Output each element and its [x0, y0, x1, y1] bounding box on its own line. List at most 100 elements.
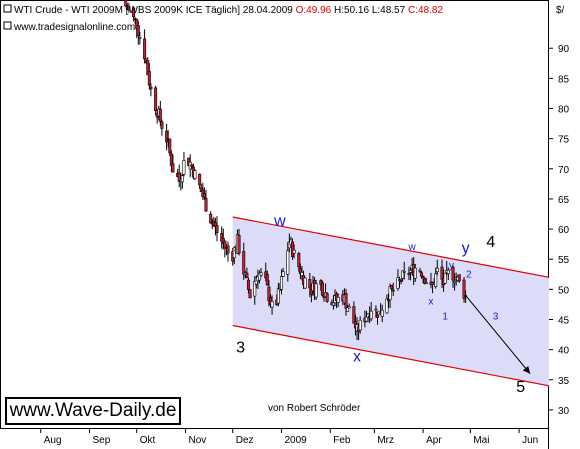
candle — [180, 174, 184, 189]
x-tick-label: Dez — [236, 435, 254, 446]
candle-body — [276, 288, 280, 304]
candle — [325, 292, 329, 303]
candle-body — [435, 267, 439, 273]
author-credit: von Robert Schröder — [268, 403, 361, 414]
candle — [198, 173, 202, 189]
projection-arrowhead — [522, 365, 531, 374]
candle-body — [147, 71, 151, 86]
candle-body — [154, 87, 158, 112]
candle-body — [138, 37, 142, 39]
candle-body — [246, 279, 250, 290]
candle-body — [292, 249, 296, 254]
candle — [346, 304, 350, 312]
candle — [303, 277, 307, 289]
candle-body — [453, 280, 457, 284]
candle — [413, 263, 417, 282]
candle — [193, 169, 197, 181]
candle — [147, 62, 151, 90]
candle — [132, 7, 136, 22]
candle-body — [204, 198, 208, 212]
candle-body — [160, 121, 164, 129]
candle-body — [165, 130, 169, 143]
candle-body — [132, 7, 136, 17]
header-open: O:49.96 — [296, 5, 332, 16]
candle — [127, 2, 131, 13]
candle-body — [209, 213, 213, 224]
header-line: WTI Crude - WTI 2009M [WBS 2009K ICE Täg… — [14, 5, 443, 16]
candle-body — [245, 272, 249, 278]
candle-body — [171, 163, 175, 173]
candle — [209, 211, 213, 224]
header-date: 28.04.2009 — [243, 5, 293, 16]
candle-body — [421, 276, 425, 278]
candle — [245, 267, 249, 279]
wave-label: 1 — [442, 311, 448, 322]
candle — [347, 303, 351, 309]
candle — [242, 242, 246, 280]
channel-fill — [232, 217, 549, 386]
candle — [297, 251, 301, 272]
candle-body — [202, 193, 206, 198]
source-url: www.tradesignalonline.com — [13, 22, 135, 33]
candle — [226, 241, 230, 262]
x-tick-label: Mrz — [377, 435, 394, 446]
channel-lower-line — [232, 324, 550, 387]
candle-body — [380, 309, 384, 317]
candle — [308, 272, 312, 298]
candle-body — [369, 310, 373, 320]
candle-body — [407, 273, 411, 276]
candle-body — [446, 269, 450, 274]
candle — [248, 289, 252, 299]
x-tick-label: Apr — [426, 435, 442, 446]
wave-label: x — [353, 349, 361, 366]
candle — [420, 271, 424, 280]
candle-body — [215, 225, 219, 233]
candle-body — [344, 292, 348, 309]
candle — [402, 261, 406, 280]
wave-label: 5 — [516, 379, 525, 396]
candle — [138, 32, 142, 45]
candle-body — [281, 271, 285, 277]
candle-body — [279, 276, 283, 290]
y-tick-label: 70 — [558, 165, 570, 176]
header-unit: $/ — [556, 5, 565, 16]
candle-body — [358, 319, 362, 331]
candle-body — [190, 164, 194, 168]
candle-body — [193, 170, 197, 179]
candle-body — [136, 25, 140, 36]
x-tick-label: Okt — [140, 435, 156, 446]
x-tick-label: Jun — [522, 435, 538, 446]
x-tick-label: Sep — [93, 435, 111, 446]
channel-upper-line — [232, 216, 550, 278]
candle — [358, 316, 362, 334]
wave-label: 2 — [466, 269, 472, 280]
candle — [158, 100, 162, 126]
header-title: WTI Crude - WTI 2009M [WBS 2009K ICE Täg… — [14, 5, 240, 16]
projection-line — [465, 295, 531, 375]
candle — [443, 273, 447, 285]
wave-label: 3 — [493, 311, 499, 322]
candle — [276, 282, 280, 307]
candle-body — [434, 273, 438, 287]
wave-label: x — [428, 296, 433, 307]
candle-body — [443, 273, 447, 284]
y-tick-label: 55 — [558, 255, 570, 266]
candle — [270, 295, 274, 315]
candle — [253, 276, 257, 305]
candle-body — [314, 283, 318, 298]
candle-body — [226, 245, 230, 254]
candle-body — [168, 138, 172, 154]
candle — [380, 304, 384, 323]
candle-body — [270, 301, 274, 308]
candle-body — [409, 270, 413, 273]
candle — [149, 83, 153, 97]
candle-body — [462, 279, 466, 299]
candle-body — [388, 286, 392, 300]
candle-body — [418, 269, 422, 272]
candle-body — [291, 241, 295, 257]
candle-body — [352, 306, 356, 324]
source-legend-box — [3, 21, 12, 30]
y-tick-label: 90 — [558, 44, 570, 55]
candle — [154, 85, 158, 116]
